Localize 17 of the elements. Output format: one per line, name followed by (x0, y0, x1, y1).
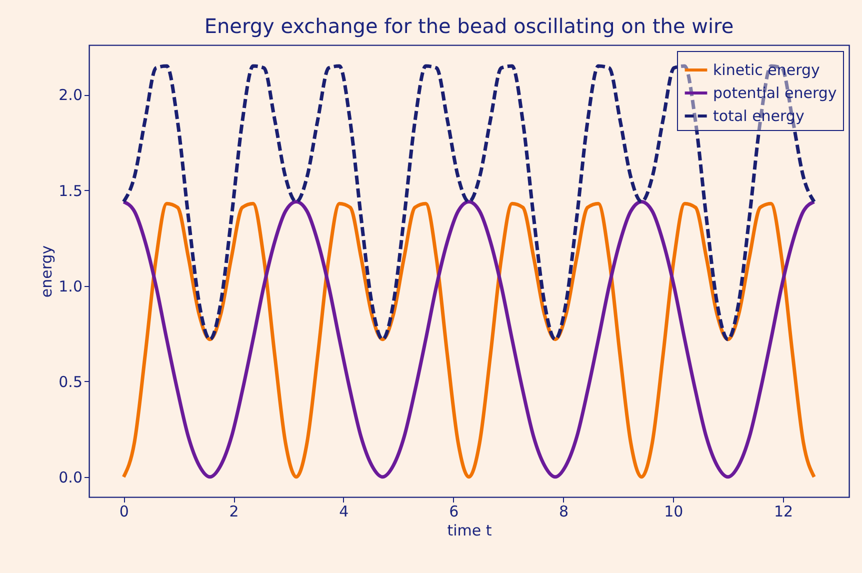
y-tick-label: 2.0 (58, 86, 82, 104)
x-tick-label: 0 (119, 502, 129, 520)
y-tick-label: 0.5 (58, 372, 82, 391)
y-tick-label: 1.0 (58, 277, 82, 296)
x-tick-label: 12 (774, 502, 794, 520)
x-tick-label: 6 (449, 502, 459, 520)
x-tick-label: 10 (664, 502, 684, 520)
chart-title: Energy exchange for the bead oscillating on the wire (204, 14, 734, 38)
y-tick-label: 0.0 (58, 468, 82, 486)
legend-label: total energy (713, 107, 804, 125)
x-tick-label: 2 (229, 502, 239, 520)
legend-label: potential energy (713, 84, 837, 102)
y-axis-title: energy (38, 245, 56, 298)
y-tick-label: 1.5 (58, 182, 82, 200)
x-tick-label: 8 (558, 502, 569, 520)
x-axis-title: time t (447, 522, 492, 540)
x-tick-label: 4 (339, 502, 349, 520)
